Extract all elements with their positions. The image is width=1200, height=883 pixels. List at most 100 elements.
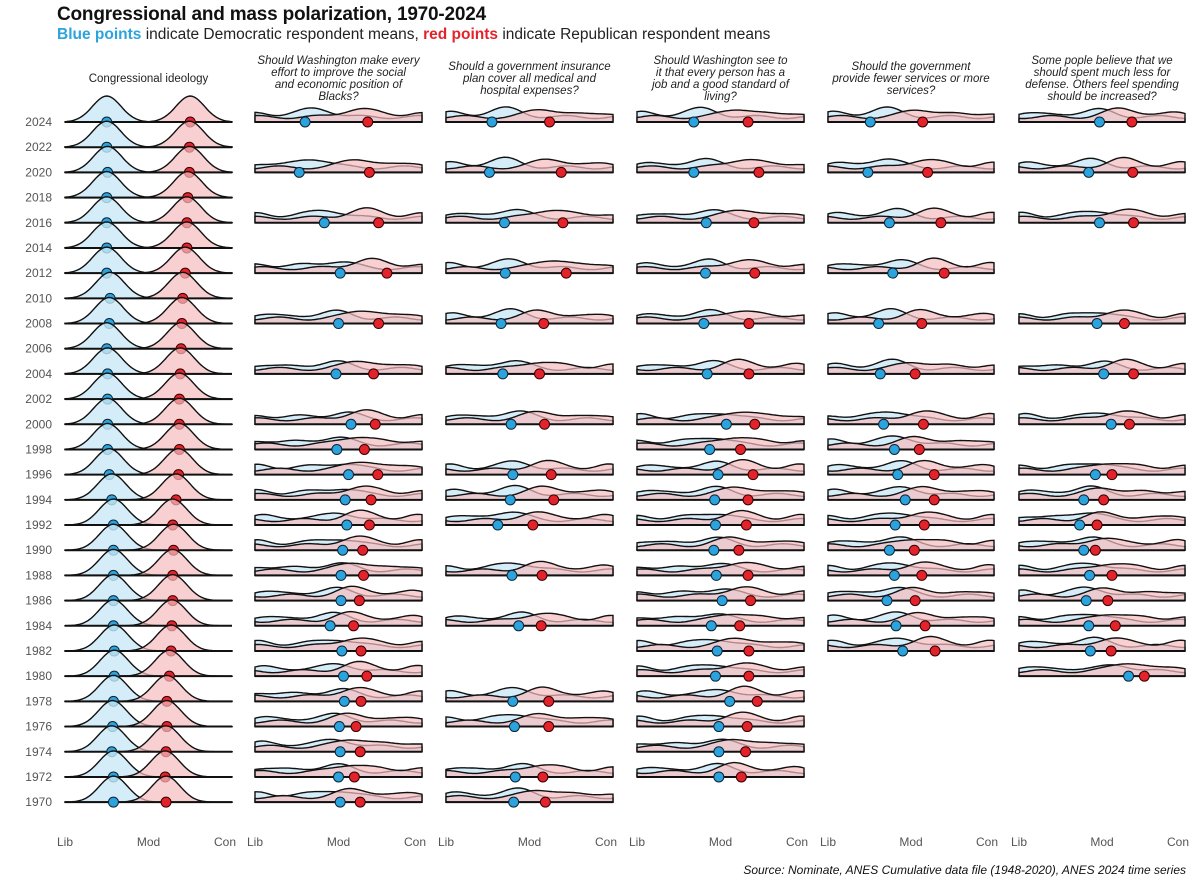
x-tick-label: Con	[214, 835, 236, 849]
ridge-2012	[64, 246, 233, 279]
ridge-1990	[64, 523, 233, 556]
ridge-1988	[254, 562, 423, 581]
chart-subtitle: Blue points indicate Democratic responde…	[57, 26, 770, 44]
dem-mean-point	[508, 721, 520, 733]
rep-mean-point	[1089, 544, 1101, 556]
dem-mean-point	[293, 166, 305, 178]
rep-density	[445, 686, 614, 703]
x-tick-label: Lib	[438, 835, 454, 849]
ridge-1994	[254, 485, 423, 506]
rep-mean-point	[743, 645, 755, 657]
rep-density	[1018, 587, 1186, 602]
x-tick-label: Mod	[327, 835, 350, 849]
rep-mean-point	[741, 721, 753, 733]
rep-density	[636, 662, 805, 677]
ridge-2002	[64, 372, 233, 405]
panel-title-line: job and a good standard of	[650, 79, 791, 91]
rep-density	[827, 435, 995, 451]
rep-mean-point	[368, 368, 380, 380]
ridge-1984	[827, 611, 995, 632]
dem-mean-point	[705, 620, 717, 632]
rep-mean-point	[539, 418, 551, 430]
rep-mean-point	[353, 595, 365, 607]
rep-density	[254, 712, 423, 728]
rep-density	[827, 207, 995, 224]
year-label: 1976	[25, 720, 52, 734]
year-label: 2012	[25, 266, 52, 280]
panel-title-line: Should the government	[852, 61, 972, 73]
panel-title: Should a government insurance plan cover …	[448, 61, 610, 97]
dem-mean-point	[497, 368, 509, 380]
ridge-2012	[445, 258, 614, 279]
dem-mean-point	[333, 721, 345, 733]
ridge-2012	[636, 258, 805, 279]
panel-title-line: Should Washington make every	[257, 55, 420, 67]
rep-mean-point	[539, 796, 551, 808]
ridge-1988	[64, 548, 233, 581]
rep-density	[827, 561, 995, 577]
dem-mean-point	[506, 569, 518, 581]
rep-mean-point	[733, 544, 745, 556]
rep-mean-point	[1128, 217, 1140, 229]
ridge-1988	[636, 561, 805, 581]
year-label: 2022	[25, 140, 52, 154]
rep-density	[1018, 614, 1186, 627]
dem-mean-point	[709, 670, 721, 682]
ridge-2020	[64, 145, 233, 178]
dem-mean-point	[1089, 469, 1101, 481]
ridge-2012	[827, 257, 995, 279]
year-label: 1984	[25, 619, 52, 633]
rep-mean-point	[740, 519, 752, 531]
ridge-1982	[1018, 636, 1186, 657]
ridge-1992	[445, 511, 614, 531]
rep-density	[827, 586, 995, 602]
rep-density	[445, 109, 614, 123]
rep-mean-point	[1109, 620, 1121, 632]
ridge-1978	[64, 674, 233, 707]
rep-density	[1018, 156, 1186, 174]
rep-mean-point	[545, 469, 557, 481]
ridge-1992	[64, 498, 233, 531]
subtitle-blue-text: indicate Democratic respondent means,	[141, 26, 424, 43]
rep-density	[1018, 487, 1186, 501]
dem-mean-point	[507, 695, 519, 707]
ridge-1982	[254, 637, 423, 657]
x-tick-label: Lib	[820, 835, 836, 849]
rep-mean-point	[908, 544, 920, 556]
ridge-1998	[636, 437, 805, 455]
year-label: 1974	[25, 745, 52, 759]
rep-mean-point	[369, 418, 381, 430]
rep-density	[254, 660, 423, 677]
rep-density	[254, 159, 423, 174]
ridge-2020	[827, 158, 995, 178]
rep-mean-point	[1123, 418, 1135, 430]
rep-density	[445, 209, 614, 224]
rep-mean-point	[742, 494, 754, 506]
dem-mean-point	[299, 116, 311, 128]
rep-density	[1018, 537, 1186, 551]
dem-mean-point	[701, 368, 713, 380]
rep-density	[254, 485, 423, 501]
ridge-2000	[64, 397, 233, 430]
dem-mean-point	[897, 645, 909, 657]
rep-mean-point	[365, 494, 377, 506]
rep-density	[636, 711, 805, 728]
dem-mean-point	[888, 569, 900, 581]
ridge-2020	[636, 157, 805, 178]
rep-mean-point	[916, 569, 928, 581]
rep-density	[445, 764, 614, 778]
rep-mean-point	[560, 267, 572, 279]
rep-mean-point	[916, 318, 928, 330]
rep-mean-point	[742, 116, 754, 128]
rep-mean-point	[543, 721, 555, 733]
dem-mean-point	[337, 544, 349, 556]
ridge-2024	[1018, 107, 1186, 128]
ridge-1990	[254, 535, 423, 556]
x-tick-label: Con	[786, 835, 808, 849]
rep-mean-point	[929, 645, 941, 657]
rep-mean-point	[909, 368, 921, 380]
dem-mean-point	[343, 469, 355, 481]
ridge-2024	[445, 106, 614, 128]
rep-mean-point	[917, 418, 929, 430]
ridge-1996	[64, 447, 233, 481]
